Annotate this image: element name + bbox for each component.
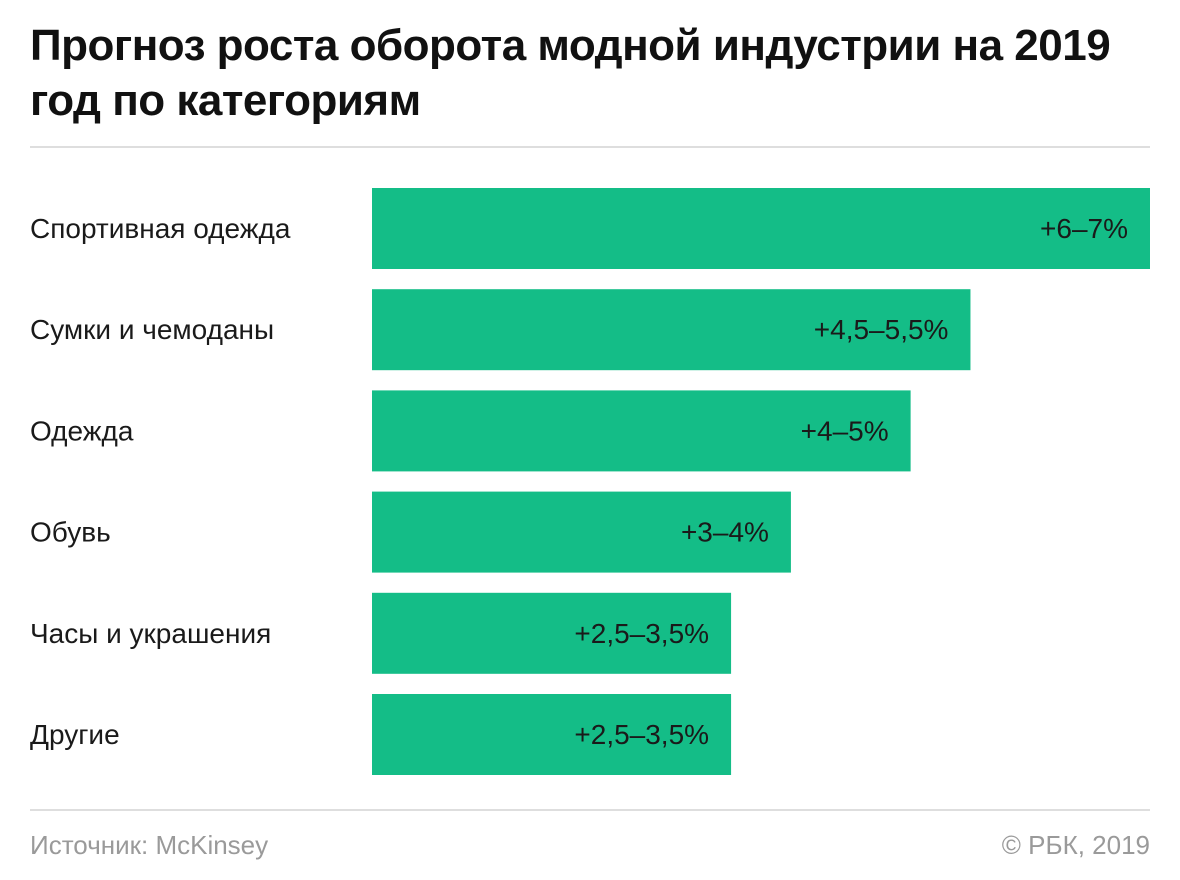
bar	[372, 491, 791, 573]
bar	[372, 289, 971, 371]
bar	[372, 188, 1150, 269]
source-note: Источник: McKinsey	[30, 830, 269, 860]
category-label: Обувь	[30, 517, 111, 548]
bar	[372, 694, 732, 775]
category-label: Одежда	[30, 415, 134, 446]
copyright-note: © РБК, 2019	[1001, 830, 1150, 860]
bar	[372, 390, 911, 472]
category-label: Сумки и чемоданы	[30, 314, 274, 345]
chart-title: Прогноз роста оборота модной индустрии н…	[30, 21, 1111, 125]
category-label: Часы и украшения	[30, 618, 271, 649]
top-divider	[30, 146, 1150, 148]
bar-value-label: +4–5%	[801, 415, 889, 446]
bar-value-label: +4,5–5,5%	[814, 314, 949, 345]
bar-value-label: +3–4%	[681, 517, 769, 548]
category-label: Другие	[30, 719, 120, 750]
bottom-divider	[30, 809, 1150, 811]
bar-value-label: +2,5–3,5%	[574, 618, 709, 649]
bar-value-label: +2,5–3,5%	[574, 719, 709, 750]
bar	[372, 592, 732, 674]
bar-value-label: +6–7%	[1040, 213, 1128, 244]
category-label: Спортивная одежда	[30, 213, 291, 244]
